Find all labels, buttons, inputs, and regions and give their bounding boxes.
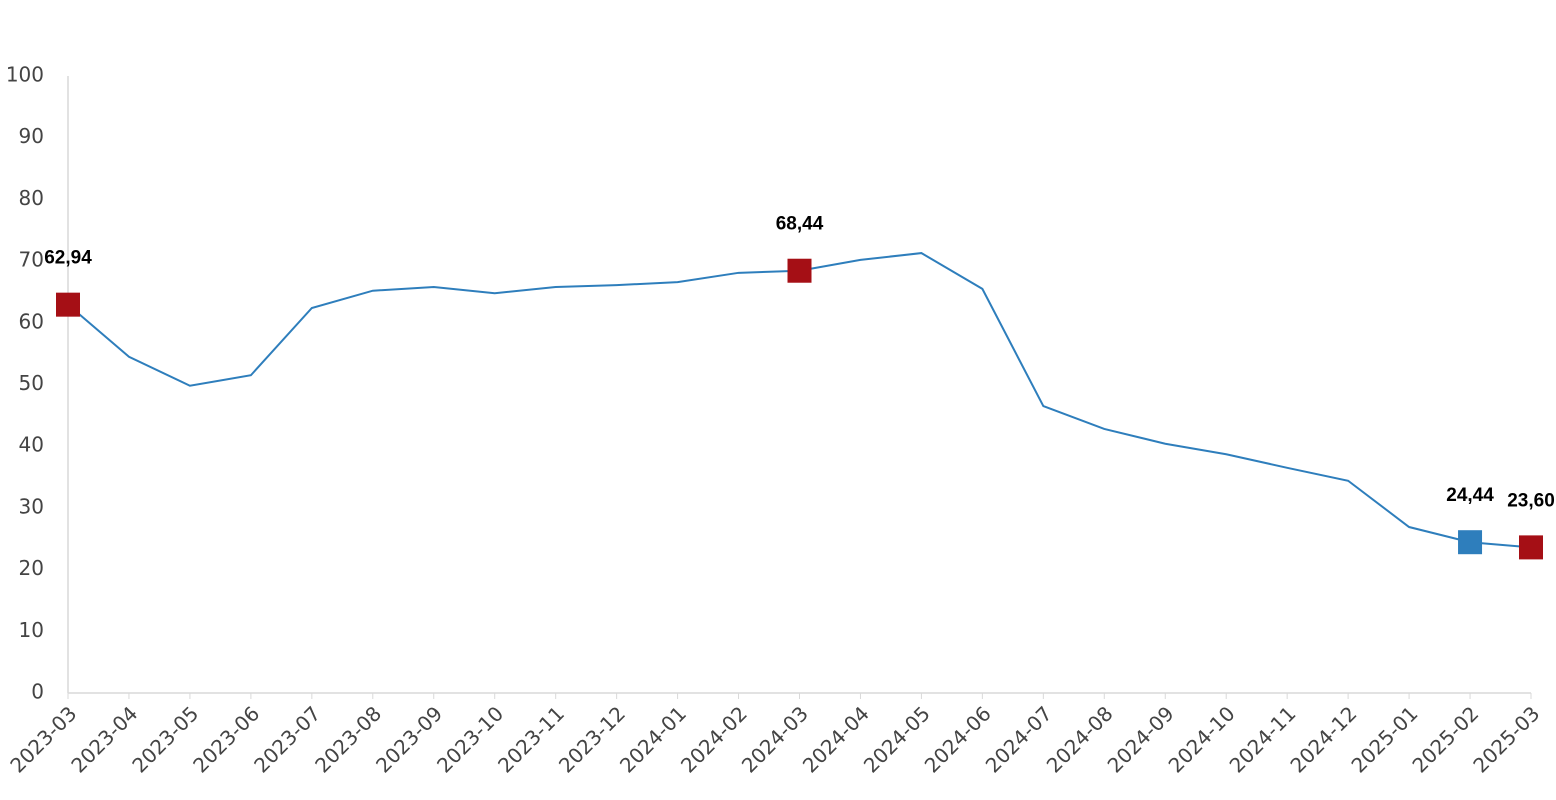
y-tick-label: 80: [19, 186, 44, 210]
value-label: 62,94: [44, 248, 92, 269]
x-tick-label: 2024-01: [615, 701, 691, 777]
x-tick-label: 2025-02: [1407, 701, 1483, 777]
y-tick-label: 50: [19, 371, 44, 395]
y-tick-label: 60: [19, 309, 44, 333]
y-tick-label: 0: [31, 680, 44, 704]
y-tick-label: 10: [19, 618, 44, 642]
x-tick-label: 2023-06: [188, 701, 264, 777]
value-label: 24,44: [1446, 485, 1494, 506]
value-label: 68,44: [776, 214, 824, 235]
x-tick-label: 2023-08: [310, 701, 386, 777]
value-label: 23,60: [1507, 490, 1555, 511]
x-tick-label: 2024-03: [737, 701, 813, 777]
x-tick-label: 2024-06: [920, 701, 996, 777]
y-tick-label: 100: [6, 63, 44, 87]
line: [67, 252, 1532, 549]
y-tick-label: 20: [19, 556, 44, 580]
x-tick-label: 2023-10: [432, 701, 508, 777]
x-tick-label: 2023-12: [554, 701, 630, 777]
y-tick-label: 40: [19, 433, 44, 457]
x-tick-label: 2023-09: [371, 701, 447, 777]
marker: [56, 292, 80, 317]
x-tick-label: 2024-10: [1164, 701, 1240, 777]
y-tick-label: 70: [19, 248, 44, 272]
x-tick-label: 2023-07: [249, 701, 325, 777]
marker: [1458, 530, 1483, 555]
x-tick-label: 2025-03: [1468, 701, 1544, 777]
x-tick-label: 2023-04: [66, 701, 142, 777]
x-tick-label: 2024-09: [1103, 701, 1179, 777]
y-tick-label: 30: [19, 494, 44, 518]
x-tick-label: 2024-11: [1225, 701, 1301, 777]
x-tick-label: 2025-01: [1346, 701, 1422, 777]
x-tick-label: 2023-05: [127, 701, 203, 777]
x-tick-label: 2024-08: [1042, 701, 1118, 777]
x-tick-label: 2024-02: [676, 701, 752, 777]
x-tick-label: 2024-07: [981, 701, 1057, 777]
y-tick-label: 90: [19, 124, 44, 148]
x-tick-label: 2024-05: [859, 701, 935, 777]
x-tick-label: 2024-12: [1285, 701, 1361, 777]
marker: [1519, 535, 1543, 560]
x-tick-label: 2023-11: [493, 701, 569, 777]
marker: [787, 258, 812, 283]
x-tick-label: 2023-03: [5, 701, 81, 777]
x-tick-label: 2024-04: [798, 701, 874, 777]
